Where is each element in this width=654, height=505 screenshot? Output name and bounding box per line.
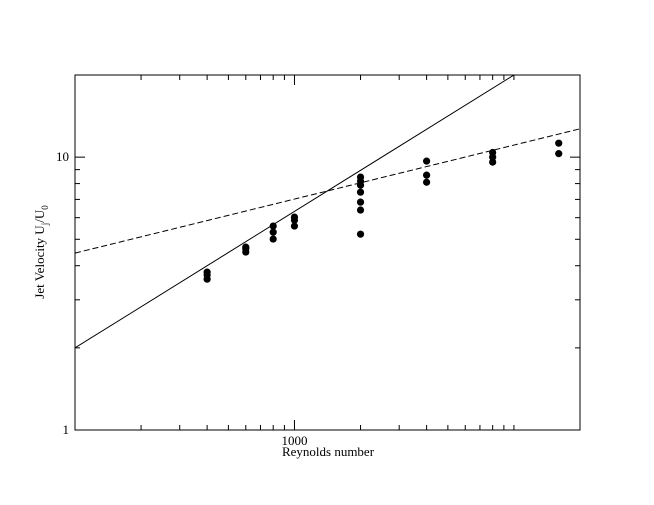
data-point xyxy=(290,216,299,224)
data-point xyxy=(356,188,365,196)
data-point xyxy=(555,139,563,147)
data-point xyxy=(422,178,431,186)
data-point xyxy=(356,230,365,238)
x-tick-label: 1000 xyxy=(281,433,307,448)
data-point xyxy=(489,153,497,161)
data-point xyxy=(356,206,365,214)
y-label-sub: j xyxy=(40,223,50,227)
data-point xyxy=(422,157,431,165)
y-tick-label: 10 xyxy=(56,149,69,164)
plot-frame xyxy=(74,74,581,431)
fit-line xyxy=(75,128,580,254)
y-label-part: Jet Velocity U xyxy=(32,225,47,299)
data-point xyxy=(356,198,365,206)
y-label-part: /U xyxy=(32,209,47,223)
data-point xyxy=(489,158,497,166)
data-point xyxy=(290,222,299,230)
x-axis-label: Reynolds number xyxy=(282,444,375,459)
y-label-sub: 0 xyxy=(40,205,50,210)
y-axis-label: Jet Velocity Uj/U0 xyxy=(32,205,50,299)
data-point xyxy=(242,248,250,256)
data-point xyxy=(555,150,563,158)
data-point xyxy=(269,222,277,230)
data-point xyxy=(422,171,431,179)
fit-line xyxy=(75,75,515,349)
data-point xyxy=(356,181,365,189)
data-point xyxy=(269,235,277,243)
data-point xyxy=(269,228,277,236)
plot-layer xyxy=(75,75,580,349)
y-tick-label: 1 xyxy=(63,422,70,437)
data-point xyxy=(203,275,211,283)
